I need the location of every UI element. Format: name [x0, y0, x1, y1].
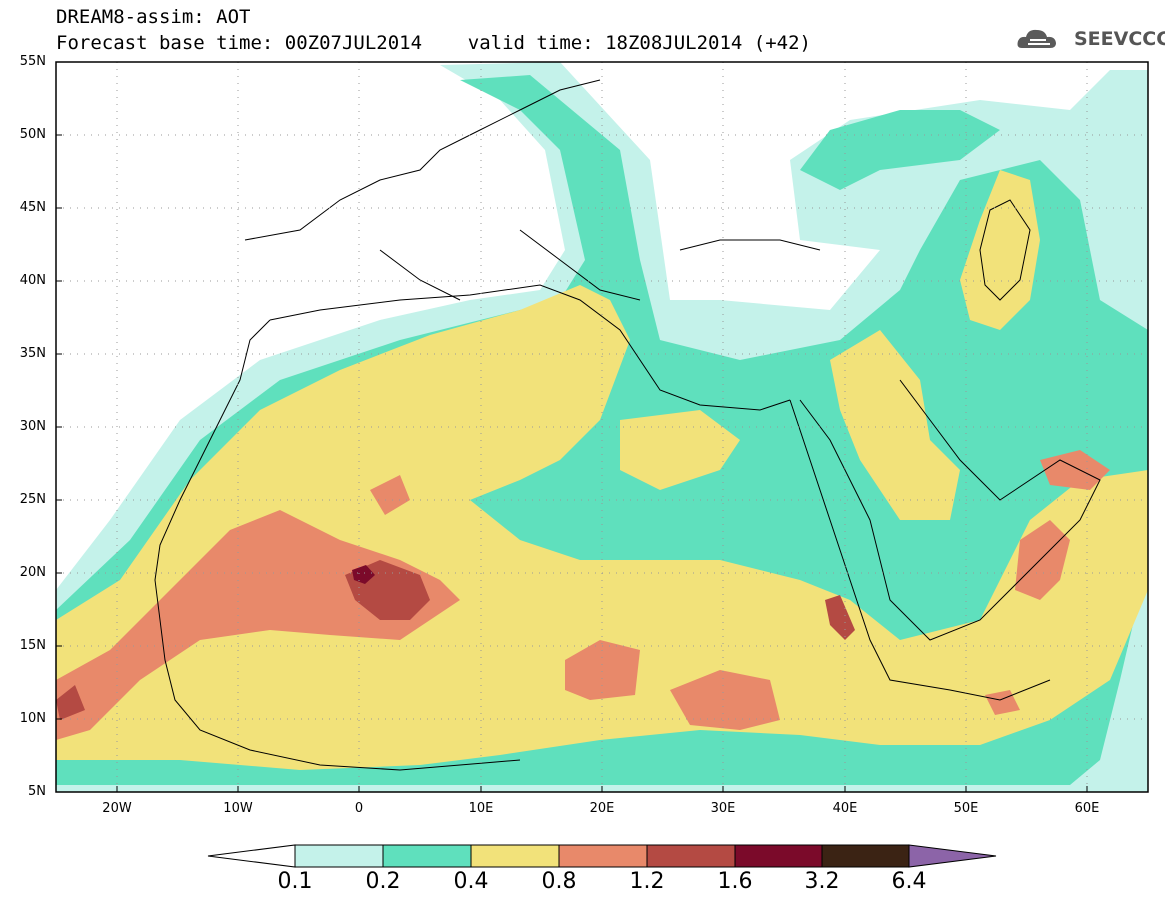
coast-north-africa: [269, 284, 791, 411]
aot-band-0.4: [56, 285, 1148, 770]
gridlines: [56, 62, 1148, 792]
lon-label: 20E: [589, 801, 615, 816]
colorbar-swatch: [470, 844, 560, 868]
aot-band-0.8-mali: [370, 475, 410, 515]
aot-band-0.4-egypt: [620, 410, 740, 490]
lat-label: 55N: [19, 54, 46, 69]
colorbar-swatch: [294, 844, 384, 868]
lat-label: 40N: [19, 273, 46, 288]
colorbar-swatch: [382, 844, 472, 868]
aot-band-0.8-somalia: [985, 690, 1020, 715]
colorbar-label: 0.1: [277, 869, 313, 894]
colorbar-label: 0.4: [453, 869, 489, 894]
lon-label: 0: [354, 801, 364, 816]
map-title: DREAM8-assim: AOT: [56, 6, 251, 28]
lat-label: 5N: [28, 784, 46, 799]
aot-band-0.8-sudan: [670, 670, 780, 730]
aot-band-0.8-chad: [565, 640, 640, 700]
lon-label: 30E: [710, 801, 736, 816]
coast-europe: [244, 79, 821, 301]
lat-label: 20N: [19, 565, 46, 580]
lon-label: 10E: [468, 801, 494, 816]
lon-label: 60E: [1074, 801, 1100, 816]
aot-band-0.8-oman: [1015, 520, 1070, 600]
map-frame: [55, 61, 1149, 793]
coast-arabia: [799, 379, 1101, 641]
lat-label: 45N: [19, 200, 46, 215]
lon-label: 50E: [953, 801, 979, 816]
aot-band-1.2-redsea: [825, 595, 855, 640]
colorbar-over-arrow: [908, 844, 997, 868]
lat-label: 25N: [19, 492, 46, 507]
colorbar-label: 6.4: [891, 869, 927, 894]
aot-band-0.8-gulf: [1040, 450, 1110, 490]
colorbar-swatch: [821, 844, 910, 868]
lat-label: 35N: [19, 346, 46, 361]
forecast-time-line: Forecast base time: 00Z07JUL2014 valid t…: [56, 32, 811, 54]
colorbar-label: 0.2: [365, 869, 401, 894]
aot-band-0.4-caspian: [960, 170, 1040, 330]
lat-label: 30N: [19, 419, 46, 434]
lat-label: 50N: [19, 127, 46, 142]
colorbar-label: 1.2: [629, 869, 665, 894]
seevccc-logo-text: SEEVCCC: [1074, 28, 1165, 50]
coast-west-africa: [154, 319, 521, 771]
lat-label: 10N: [19, 711, 46, 726]
aot-band-0.2-north: [800, 110, 1000, 190]
colorbar-label: 3.2: [804, 869, 840, 894]
colorbar-label: 1.6: [717, 869, 753, 894]
aot-band-1.2-west: [56, 685, 85, 720]
coast-caspian: [979, 199, 1031, 301]
cloud-icon: [1017, 29, 1056, 48]
colorbar-under-arrow: [207, 844, 296, 868]
colorbar-label: 0.8: [541, 869, 577, 894]
aot-band-0.4-arabia: [830, 330, 960, 520]
colorbar: [207, 844, 997, 868]
lon-label: 10W: [223, 801, 253, 816]
lon-label: 20W: [102, 801, 132, 816]
lat-label: 15N: [19, 638, 46, 653]
coastlines: [154, 79, 1101, 771]
lon-label: 40E: [832, 801, 858, 816]
colorbar-swatch: [558, 844, 648, 868]
colorbar-swatch: [646, 844, 736, 868]
aot-band-1.6: [352, 565, 375, 584]
colorbar-swatch: [734, 844, 823, 868]
coast-red-sea: [789, 399, 1051, 701]
